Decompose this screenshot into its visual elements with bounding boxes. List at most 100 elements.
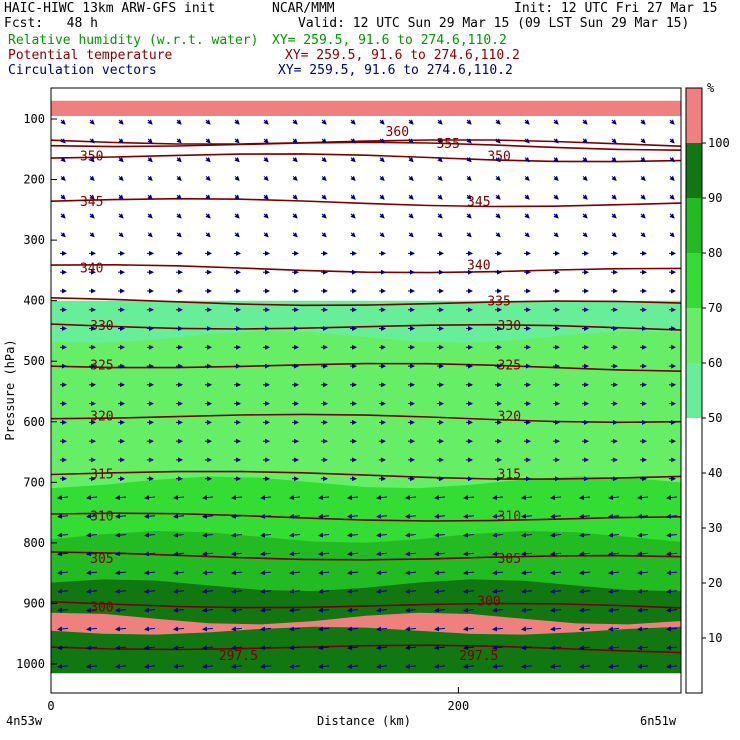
circulation-vector — [231, 495, 243, 501]
circulation-vector — [579, 551, 591, 557]
circulation-vector — [292, 157, 298, 163]
theta-label: 325 — [90, 358, 113, 373]
circulation-vector — [408, 232, 414, 238]
circulation-vector — [608, 551, 620, 557]
circulation-vector — [611, 119, 617, 125]
circulation-vector — [144, 495, 156, 501]
circulation-vector — [376, 513, 388, 519]
circulation-vector — [611, 175, 617, 182]
circulation-vector — [550, 607, 562, 613]
circulation-vector — [292, 194, 298, 200]
circulation-vector — [611, 194, 617, 200]
y-tick-label: 900 — [23, 596, 45, 610]
colorbar-band — [686, 88, 702, 143]
circulation-vector — [463, 551, 475, 557]
circulation-vector — [666, 607, 678, 613]
circulation-vector — [318, 513, 330, 519]
circulation-vector — [463, 588, 475, 594]
colorbar-unit: % — [707, 81, 715, 95]
circulation-vector — [437, 175, 443, 182]
circulation-vector — [60, 194, 66, 200]
circulation-vector — [466, 175, 472, 182]
circulation-vector — [289, 626, 301, 632]
circulation-vector — [260, 513, 272, 519]
theta-contour-325 — [51, 362, 681, 372]
circulation-vector — [57, 495, 69, 501]
rh-region — [51, 100, 681, 116]
rh-fill-layer — [51, 100, 681, 674]
init-time: Init: 12 UTC Fri 27 Mar 15 — [514, 1, 718, 16]
circulation-vector — [173, 570, 185, 576]
circulation-vector — [118, 213, 124, 219]
circulation-vector — [466, 157, 472, 163]
circulation-vector — [492, 607, 504, 613]
circulation-vector — [521, 607, 533, 613]
circulation-vector — [379, 232, 385, 238]
circulation-vector — [611, 213, 617, 219]
circulation-vector — [437, 157, 443, 163]
y-tick-label: 500 — [23, 354, 45, 368]
circulation-vector — [579, 626, 591, 632]
circulation-vector — [60, 175, 66, 182]
circulation-vector — [292, 232, 298, 238]
circulation-vector — [147, 213, 153, 219]
axes-layer: 100 200 300 400 500 600 700 800 900 1000 0 200 — [16, 112, 469, 713]
circulation-vector — [434, 513, 446, 519]
field2-xy: XY= 259.5, 91.6 to 274.6,110.2 — [285, 48, 520, 63]
theta-contour-310 — [51, 512, 681, 522]
circulation-vector — [89, 232, 95, 238]
circulation-vector — [292, 213, 298, 219]
circulation-vector — [466, 138, 472, 144]
circulation-vector — [466, 213, 472, 219]
circulation-vector — [234, 194, 240, 200]
circulation-vector — [524, 213, 530, 219]
circulation-vector — [666, 626, 678, 632]
circulation-vector — [260, 645, 272, 651]
circulation-vector — [669, 194, 675, 200]
circulation-vector — [553, 157, 559, 163]
circulation-vector — [144, 664, 156, 669]
theta-contour-297.5 — [51, 644, 681, 654]
circulation-vector — [550, 551, 562, 557]
circulation-vector — [86, 588, 98, 594]
circulation-vector — [666, 664, 678, 669]
circulation-vector — [405, 626, 417, 632]
circulation-vector — [347, 607, 359, 613]
circulation-vector — [553, 138, 559, 144]
colorbar-tick-label: 80 — [708, 246, 722, 260]
circulation-vector — [637, 626, 649, 632]
theta-label: 310 — [498, 510, 521, 525]
circulation-vector — [637, 551, 649, 557]
circulation-vector — [202, 513, 214, 519]
circulation-vector — [640, 213, 646, 219]
plot-frame — [50, 87, 682, 694]
circulation-vector — [524, 232, 530, 238]
theta-label: 320 — [90, 410, 113, 425]
circulation-vector — [318, 532, 330, 538]
circulation-vector — [231, 626, 243, 632]
colorbar-tick-label: 40 — [708, 466, 722, 480]
theta-label: 315 — [498, 467, 521, 482]
circulation-vector — [86, 532, 98, 538]
x-start-label: 4n53w — [6, 714, 43, 728]
circulation-vector — [89, 157, 95, 163]
circulation-vector — [466, 194, 472, 200]
circulation-vector — [118, 119, 124, 125]
circulation-vector — [521, 570, 533, 576]
circulation-vector — [173, 664, 185, 669]
circulation-vector — [86, 645, 98, 651]
circulation-vector — [234, 119, 240, 125]
circulation-vector — [350, 232, 356, 238]
theta-label: 305 — [90, 552, 113, 567]
theta-label: 320 — [498, 410, 521, 425]
circulation-vector — [176, 213, 182, 219]
circulation-vector — [205, 138, 211, 144]
circulation-vector — [292, 175, 298, 182]
circulation-vector — [582, 194, 588, 200]
circulation-vector — [405, 607, 417, 613]
circulation-vector — [202, 532, 214, 538]
circulation-vector — [492, 551, 504, 557]
circulation-vector — [463, 532, 475, 538]
circulation-vector — [492, 532, 504, 538]
